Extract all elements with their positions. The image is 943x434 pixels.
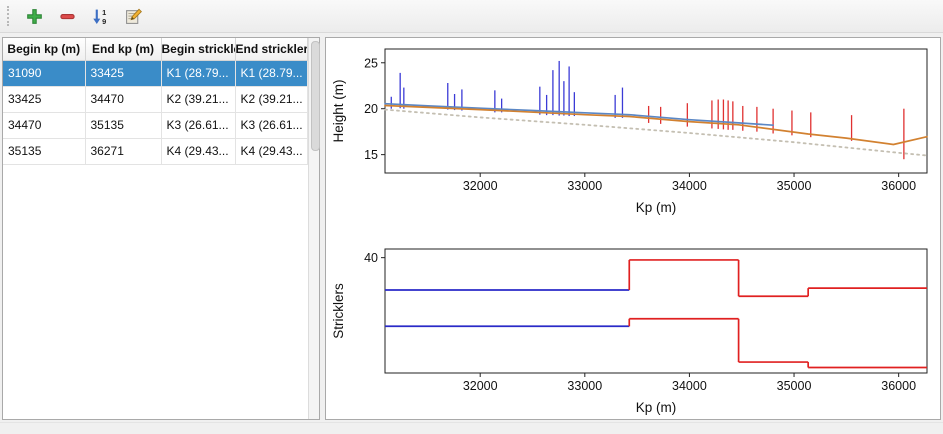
cell-end-kp[interactable]: 36271 — [85, 138, 162, 165]
bed-level-line — [384, 104, 928, 146]
cell-begin-kp[interactable]: 34470 — [3, 112, 86, 139]
cell-end-strickler[interactable]: K3 (26.61... — [235, 112, 308, 139]
cell-begin-strickler[interactable]: K1 (28.79... — [161, 60, 236, 87]
table-row[interactable]: 31090 33425 K1 (28.79... K1 (28.79... — [3, 60, 308, 87]
y-tick-label: 40 — [364, 251, 378, 265]
cell-begin-kp[interactable]: 31090 — [3, 60, 86, 87]
svg-text:9: 9 — [102, 16, 106, 24]
y-tick-label: 25 — [364, 56, 378, 70]
sort-numeric-icon: 1 9 — [92, 8, 106, 25]
height-profile-chart[interactable]: 32000 33000 34000 35000 36000 15 20 25 Kp (m) Hei… — [329, 41, 935, 219]
x-axis-label: Kp (m) — [636, 400, 677, 415]
x-axis-label: Kp (m) — [636, 200, 677, 215]
x-tick-label: 34000 — [672, 179, 707, 193]
column-header-begin-strickler[interactable]: Begin strickler — [160, 38, 236, 61]
stricklers-step-chart[interactable]: 32000 33000 34000 35000 36000 40 Kp (m) Strickl… — [329, 241, 935, 419]
toolbar: 1 9 — [0, 0, 943, 33]
charts-panel: 32000 33000 34000 35000 36000 15 20 25 Kp (m) Hei… — [325, 37, 941, 420]
x-tick-label: 32000 — [463, 379, 498, 393]
cell-end-kp[interactable]: 35135 — [85, 112, 162, 139]
water-level-line — [384, 102, 774, 127]
x-tick-label: 35000 — [777, 379, 812, 393]
cell-end-strickler[interactable]: K1 (28.79... — [235, 60, 308, 87]
remove-row-button[interactable] — [54, 3, 80, 29]
cell-end-kp[interactable]: 34470 — [85, 86, 162, 113]
x-tick-label: 33000 — [567, 379, 602, 393]
x-tick-label: 32000 — [463, 179, 498, 193]
toolbar-drag-handle[interactable] — [7, 6, 11, 26]
y-axis-label: Height (m) — [331, 79, 346, 142]
x-tick-label: 36000 — [881, 179, 916, 193]
cell-begin-kp[interactable]: 33425 — [3, 86, 86, 113]
plot-area — [384, 48, 928, 174]
x-tick-label: 36000 — [881, 379, 916, 393]
column-header-begin-kp[interactable]: Begin kp (m) — [3, 38, 86, 61]
reference-dotted-line — [384, 108, 928, 157]
cell-begin-kp[interactable]: 35135 — [3, 138, 86, 165]
x-tick-label: 35000 — [777, 179, 812, 193]
cell-end-strickler[interactable]: K2 (39.21... — [235, 86, 308, 113]
table-scrollbar-thumb[interactable] — [310, 41, 320, 151]
status-bar — [0, 422, 943, 434]
y-tick-label: 15 — [364, 148, 378, 162]
table-header-row: Begin kp (m) End kp (m) Begin strickler … — [3, 38, 308, 61]
edit-stricklers-button[interactable] — [120, 3, 146, 29]
stricklers-table-panel: Begin kp (m) End kp (m) Begin strickler … — [2, 37, 320, 420]
minus-icon — [59, 13, 75, 19]
cell-begin-strickler[interactable]: K2 (39.21... — [161, 86, 236, 113]
svg-text:1: 1 — [102, 8, 106, 17]
cell-begin-strickler[interactable]: K4 (29.43... — [161, 138, 236, 165]
stricklers-table: Begin kp (m) End kp (m) Begin strickler … — [3, 38, 308, 165]
plot-area — [384, 248, 928, 374]
add-row-button[interactable] — [21, 3, 47, 29]
cell-begin-strickler[interactable]: K3 (26.61... — [161, 112, 236, 139]
edit-icon — [125, 8, 142, 24]
y-tick-label: 20 — [364, 102, 378, 116]
table-row[interactable]: 33425 34470 K2 (39.21... K2 (39.21... — [3, 86, 308, 113]
x-tick-label: 34000 — [672, 379, 707, 393]
y-axis-label: Stricklers — [331, 283, 346, 339]
table-row[interactable]: 35135 36271 K4 (29.43... K4 (29.43... — [3, 138, 308, 165]
cell-end-strickler[interactable]: K4 (29.43... — [235, 138, 308, 165]
column-header-end-strickler[interactable]: End strickler — [234, 38, 308, 61]
table-scrollbar[interactable] — [307, 38, 320, 419]
sort-rows-button[interactable]: 1 9 — [87, 3, 113, 29]
table-row[interactable]: 34470 35135 K3 (26.61... K3 (26.61... — [3, 112, 308, 139]
plus-icon — [26, 8, 42, 24]
x-tick-label: 33000 — [567, 179, 602, 193]
column-header-end-kp[interactable]: End kp (m) — [84, 38, 162, 61]
cell-end-kp[interactable]: 33425 — [85, 60, 162, 87]
